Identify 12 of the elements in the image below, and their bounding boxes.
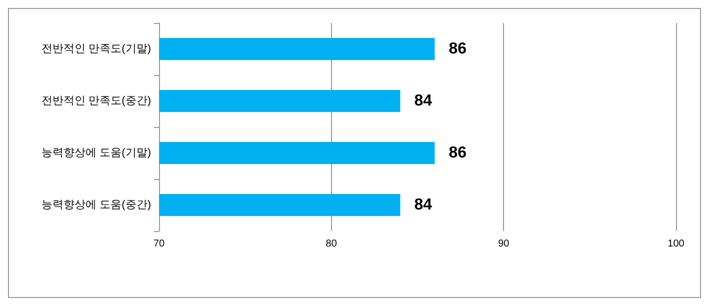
data-label: 86 — [448, 40, 467, 58]
y-tick-label: 전반적인 만족도(중간) — [42, 95, 151, 107]
data-label: 84 — [414, 196, 432, 214]
y-tick-label: 능력향상에 도움(중간) — [42, 199, 151, 211]
data-label: 86 — [448, 144, 467, 162]
x-tick-label: 100 — [668, 238, 685, 250]
y-tick-label: 전반적인 만족도(기말) — [42, 43, 151, 55]
x-tick-label: 90 — [498, 238, 510, 250]
data-label: 84 — [414, 92, 432, 110]
y-tick-label: 능력향상에 도움(기말) — [42, 147, 151, 159]
x-tick-label: 80 — [326, 238, 338, 250]
x-tick-label: 70 — [153, 238, 165, 250]
